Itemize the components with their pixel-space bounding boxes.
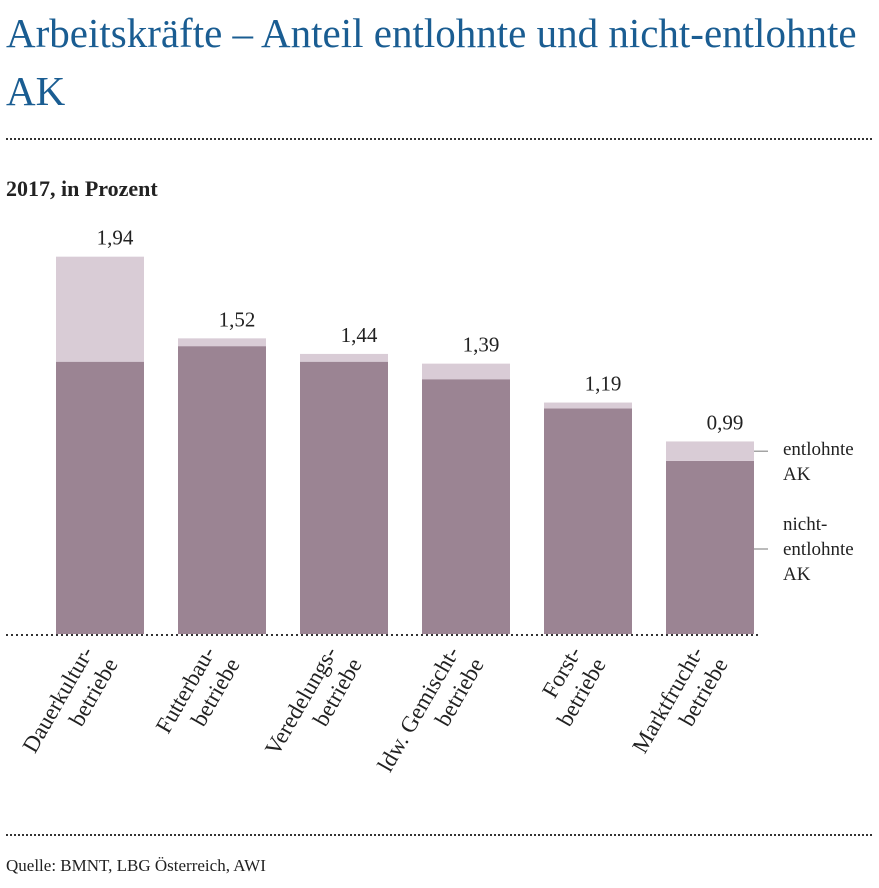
divider [6, 138, 872, 140]
bar-segment [300, 353, 388, 362]
chart-title: Arbeitskräfte – Anteil entlohnte und nic… [6, 10, 857, 114]
total-label: 1,44 [341, 323, 378, 347]
bar-segment [178, 338, 266, 347]
bar-segment [666, 441, 754, 461]
legend-entry: nicht-entlohnte AK [783, 514, 854, 585]
total-label: 0,99 [707, 410, 744, 434]
total-label: 1,19 [585, 372, 622, 396]
chart-subtitle: 2017, in Prozent [6, 176, 158, 201]
bar-segment [544, 402, 632, 409]
x-tick-label: Forst-betriebe [537, 642, 611, 730]
x-tick-label: Veredelungs-betriebe [260, 642, 367, 760]
bar-segment [422, 379, 510, 634]
divider [6, 834, 872, 836]
x-tick-label: Marktfrucht-betriebe [627, 642, 732, 757]
bar-segment [56, 361, 144, 634]
legend-entry: entlohnte AK [783, 439, 854, 485]
bar-segment [300, 361, 388, 634]
x-tick-label: Futterbau-betriebe [151, 642, 245, 737]
total-label: 1,39 [463, 333, 500, 357]
total-label: 1,52 [219, 307, 256, 331]
bar-segment [544, 408, 632, 634]
x-tick-label: Dauerkultur-betriebe [18, 642, 123, 757]
bar-segment [666, 460, 754, 634]
bar-segment [178, 346, 266, 634]
x-tick-label: ldw. Gemischt-betriebe [373, 642, 489, 776]
bar-segment [422, 363, 510, 380]
total-label: 1,94 [97, 226, 134, 250]
bar-segment [56, 256, 144, 362]
source: Quelle: BMNT, LBG Österreich, AWI [6, 856, 266, 875]
